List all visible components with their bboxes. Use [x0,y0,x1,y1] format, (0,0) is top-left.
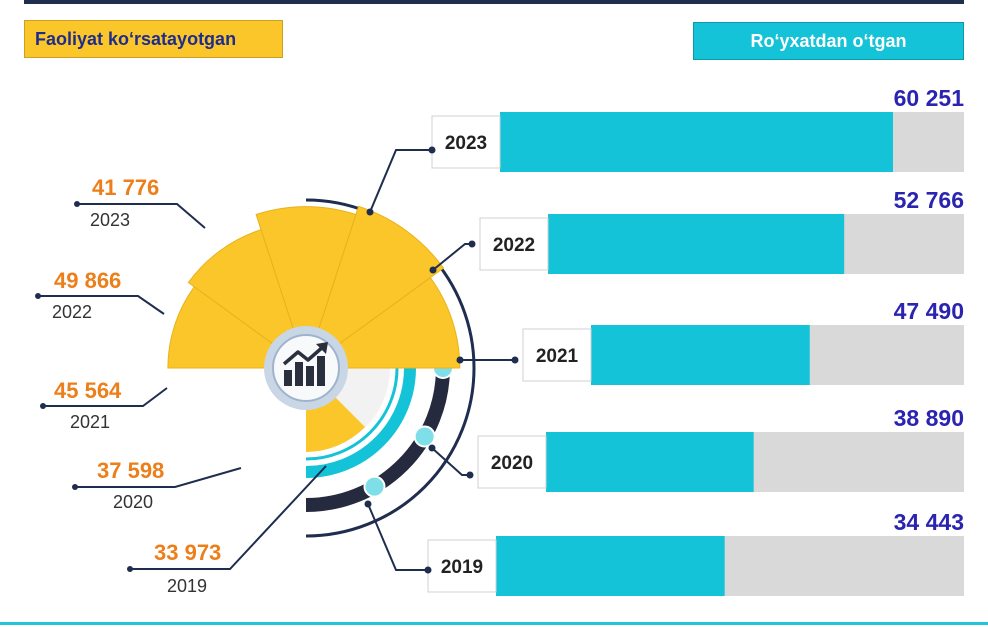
registered-leader-end-2019 [424,566,432,574]
bar-year-label-2019: 2019 [441,557,483,578]
registered-leader-start-2023 [366,208,374,216]
ring-node-2019 [363,475,386,498]
active-leader-2020 [75,467,242,488]
active-leader-dot-2019 [127,566,133,572]
right-leader-lines [364,146,519,574]
fan-sector-2022 [305,205,445,370]
active-leader-dot-2023 [74,201,80,207]
fan-sector-2020 [187,229,307,370]
registered-leader-2019 [367,503,428,571]
registered-leader-start-2020 [428,444,436,452]
bar-2019 [496,536,725,596]
icon-trend-line [282,344,326,366]
active-leader-2022 [38,295,165,315]
bar-2020 [546,432,754,492]
registered-leader-2022 [432,243,472,271]
active-leader-dot-2020 [72,484,78,490]
legend-active: Faoliyat ko‘rsatayotgan [24,20,283,58]
registered-value-2021: 47 490 [894,298,964,324]
icon-bar-4 [317,356,325,386]
active-year-2020: 2020 [113,492,153,512]
active-leader-2021 [43,387,168,407]
bar-year-box-2023 [431,115,501,169]
registered-bar-chart: 2023 60 251 2022 52 766 2021 47 490 2020 38 890… [427,85,965,596]
registered-leader-start-2019 [364,500,372,508]
ring-node-2020 [413,425,436,448]
bar-2022 [548,214,845,274]
top-rule [24,0,964,4]
active-value-2021: 45 564 [54,378,122,403]
active-leader-dot-2022 [35,293,41,299]
fan-sector-2023 [304,276,461,369]
active-year-2022: 2022 [52,302,92,322]
registered-leader-end-2021 [511,356,519,364]
bar-year-label-2023: 2023 [445,133,487,154]
registered-leader-2023 [369,149,432,213]
bar-year-box-2019 [427,539,497,593]
bottom-rule [0,622,988,625]
registered-value-2019: 34 443 [894,509,964,535]
active-fan-chart [167,205,461,452]
registered-leader-end-2023 [428,146,436,154]
icon-bar-3 [306,366,314,386]
active-value-2019: 33 973 [154,540,221,565]
registered-leader-end-2020 [466,471,474,479]
legend-registered: Ro‘yxatdan o‘tgan [693,22,964,60]
registered-value-2020: 38 890 [894,405,964,431]
icon-bar-1 [284,370,292,386]
center-hub [264,326,348,410]
bar-2021 [591,325,810,385]
registered-leader-end-2022 [468,240,476,248]
active-value-2022: 49 866 [54,268,121,293]
active-value-2020: 37 598 [97,458,164,483]
bar-year-label-2021: 2021 [536,346,579,367]
active-leader-2019 [130,465,327,570]
registered-leader-start-2021 [456,356,464,364]
active-year-2021: 2021 [70,412,110,432]
bar-year-label-2020: 2020 [491,453,533,474]
bar-2023 [500,112,893,172]
bar-year-box-2022 [479,217,549,271]
left-leader-lines [35,201,327,572]
bar-year-box-2021 [522,328,592,382]
icon-bar-2 [295,362,303,386]
fan-sector-2021 [255,206,357,370]
registered-value-2023: 60 251 [894,85,965,111]
bar-year-box-2020 [477,435,547,489]
icon-arrow-head [316,342,328,354]
left-labels: 41 776 2023 49 866 2022 45 564 2021 37 598 2020… [52,175,221,596]
active-year-2023: 2023 [90,210,130,230]
registered-value-2022: 52 766 [894,187,964,213]
registered-leader-start-2022 [429,266,437,274]
active-leader-2023 [77,203,206,229]
active-leader-dot-2021 [40,403,46,409]
active-year-2019: 2019 [167,576,207,596]
active-value-2023: 41 776 [92,175,159,200]
bar-year-label-2022: 2022 [493,235,535,256]
growth-chart-icon [282,342,328,386]
